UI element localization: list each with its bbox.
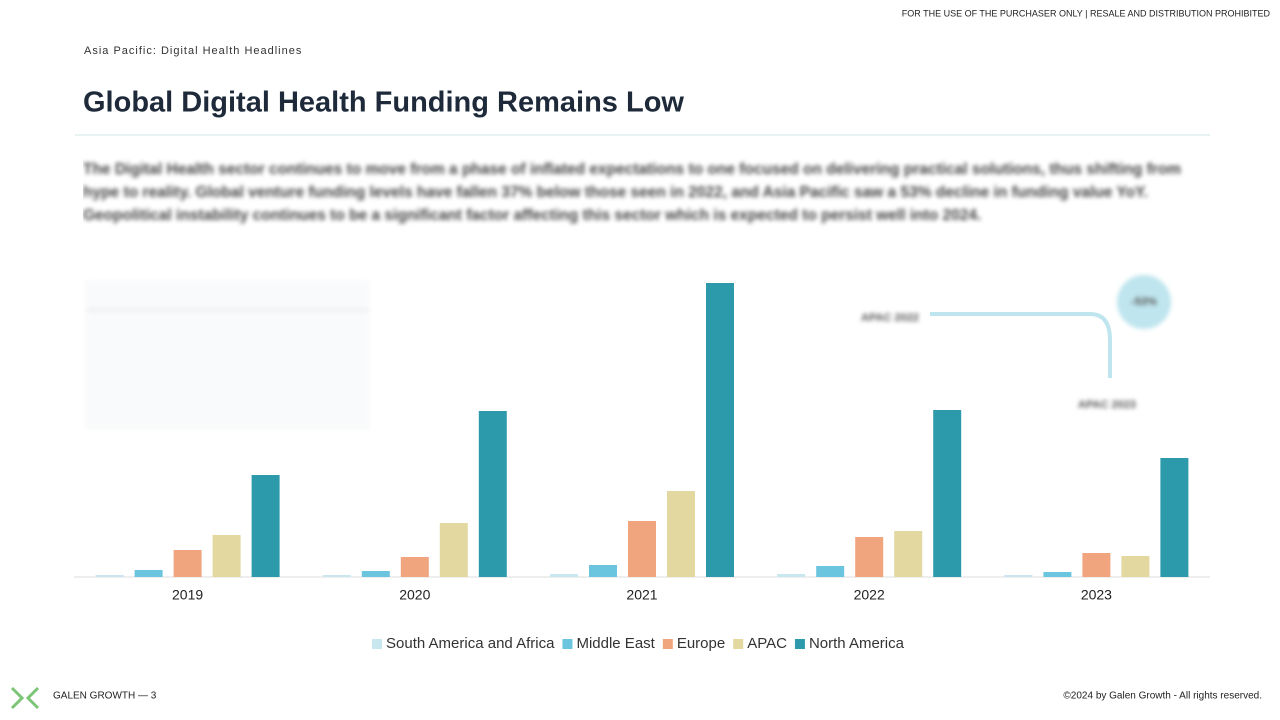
annotation: -53% (1131, 296, 1157, 308)
slide-title: Global Digital Health Funding Remains Lo… (83, 87, 684, 119)
x-tick-label: 2019 (172, 587, 203, 603)
bar (361, 571, 390, 577)
bar (173, 550, 202, 577)
bar (667, 491, 695, 577)
bar (706, 283, 734, 577)
change-bubble (1117, 275, 1171, 329)
bar (589, 565, 617, 577)
notice: FOR THE USE OF THE PURCHASER ONLY | RESA… (902, 8, 1271, 18)
legend-label: South America and Africa (386, 635, 555, 652)
bar (933, 410, 962, 577)
bar (322, 575, 351, 577)
x-tick-label: 2023 (1081, 587, 1112, 603)
legend-swatch (562, 639, 573, 649)
bar (894, 531, 923, 577)
legend-swatch (733, 639, 744, 649)
bar (777, 574, 806, 577)
annotation: APAC 2022 (861, 312, 919, 324)
x-tick-label: 2021 (626, 587, 657, 603)
bar (550, 574, 578, 577)
section-label: Asia Pacific: Digital Health Headlines (84, 45, 302, 57)
x-tick-label: 2022 (854, 587, 885, 603)
bar (134, 570, 163, 577)
body-text: The Digital Health sector continues to m… (83, 161, 1182, 224)
bar (1160, 458, 1189, 577)
body-box: The Digital Health sector continues to m… (83, 161, 1182, 224)
legend: South America and Africa Middle East Europ… (372, 635, 905, 652)
bar (400, 557, 429, 577)
bar (1004, 575, 1033, 577)
bar (251, 475, 280, 577)
legend-label: APAC (747, 635, 787, 652)
bar (628, 521, 656, 577)
bar (855, 537, 884, 577)
bar (816, 566, 845, 577)
bar (1121, 556, 1150, 577)
footer-left: GALEN GROWTH — 3 (53, 691, 157, 702)
legend-label: North America (809, 635, 905, 652)
annotation-connector (1089, 312, 1112, 378)
legend-label: Europe (677, 635, 725, 652)
bar (1043, 572, 1072, 577)
table-placeholder (85, 280, 370, 430)
logo (10, 686, 40, 710)
bar (478, 411, 507, 577)
bar (1082, 553, 1111, 577)
x-tick-label: 2020 (399, 587, 430, 603)
footer-right: ©2024 by Galen Growth - All rights reser… (1063, 691, 1262, 702)
bar (212, 535, 241, 577)
legend-swatch (372, 639, 383, 649)
legend-swatch (794, 639, 805, 649)
table-bg (85, 280, 370, 430)
legend-swatch (662, 639, 673, 649)
legend-label: Middle East (576, 635, 655, 652)
bar (439, 523, 468, 577)
annotation: APAC 2023 (1078, 399, 1136, 411)
bar (95, 575, 124, 577)
